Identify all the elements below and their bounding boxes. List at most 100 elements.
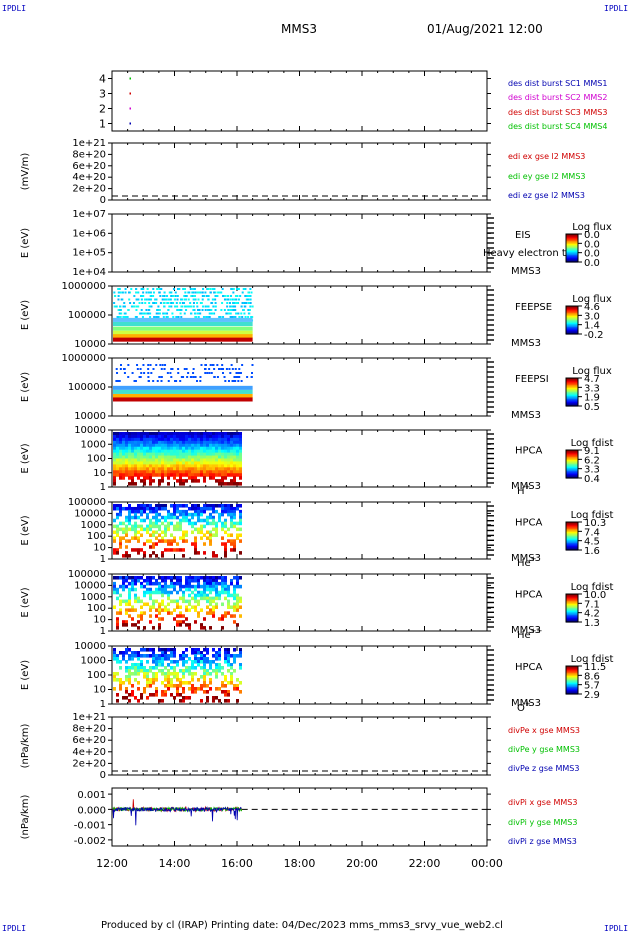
spectro-cell	[224, 482, 227, 486]
spectro-cell	[203, 551, 206, 555]
spectro-cell	[221, 521, 224, 526]
spectro-cell	[185, 434, 188, 439]
spectro-cell	[222, 368, 225, 370]
spectro-cell	[234, 305, 237, 308]
colorbar-cell	[566, 685, 578, 688]
spectro-cell	[119, 452, 122, 457]
spectro-cell	[140, 584, 143, 589]
spectro-cell	[194, 599, 197, 604]
spectro-cell	[215, 527, 218, 532]
spectro-cell	[209, 449, 212, 454]
spectro-cell	[227, 509, 230, 514]
spectro-cell	[184, 295, 187, 297]
spectro-cell	[119, 437, 122, 442]
colorbar-tick-label: 8.6	[584, 671, 600, 682]
spectro-cell	[185, 473, 188, 477]
spectro-cell	[239, 521, 242, 526]
spectro-cell	[149, 654, 152, 658]
spectro-cell	[173, 432, 176, 436]
spectro-cell	[125, 669, 128, 673]
spectro-cell	[212, 476, 215, 480]
spectro-cell	[194, 461, 197, 465]
spectro-cell	[194, 316, 197, 318]
colorbar-cell	[566, 545, 578, 548]
spectro-cell	[212, 443, 215, 448]
spectro-cell	[197, 657, 200, 661]
spectro-cell	[232, 288, 235, 290]
spectro-cell	[143, 437, 146, 442]
spectro-cell	[146, 678, 149, 682]
spectro-cell	[197, 551, 200, 555]
spectro-cell	[158, 660, 161, 664]
spectro-cell	[140, 440, 143, 445]
spectro-cell	[147, 312, 150, 315]
spectro-cell	[197, 504, 200, 508]
spectro-cell	[233, 509, 236, 514]
spectro-cell	[239, 476, 242, 480]
spectro-cell	[197, 434, 200, 439]
spectro-cell	[185, 530, 188, 535]
spectro-cell	[191, 479, 194, 483]
spectro-cell	[134, 666, 137, 670]
spectro-cell	[125, 458, 128, 463]
spectro-cell	[161, 554, 164, 558]
spectro-cell	[218, 473, 221, 477]
spectro-cell	[173, 587, 176, 592]
spectro-cell	[125, 452, 128, 457]
spectro-cell	[148, 302, 151, 304]
spectro-cell	[143, 479, 146, 483]
spectro-cell	[218, 666, 221, 670]
spectro-cell	[135, 305, 138, 308]
spectro-cell	[152, 602, 155, 607]
spectro-cell	[182, 657, 185, 661]
corner-label-top-right: IPDLI	[604, 4, 629, 13]
spectro-cell	[178, 288, 181, 290]
spectro-cell	[149, 593, 152, 598]
spectro-cell	[164, 506, 167, 511]
spectro-cell	[161, 690, 164, 694]
spectro-cell	[140, 506, 143, 511]
spectro-cell	[209, 581, 212, 586]
spectro-cell	[209, 530, 212, 535]
spectro-cell	[212, 551, 215, 555]
spectro-cell	[191, 515, 194, 520]
spectro-cell	[167, 669, 170, 673]
spectro-cell	[122, 578, 125, 583]
spectro-cell	[179, 524, 182, 529]
colorbar-tick-label: 0.0	[584, 258, 600, 269]
spectro-cell	[215, 669, 218, 673]
spectro-cell	[236, 440, 239, 445]
colorbar-tick-label: 1.4	[584, 321, 600, 332]
spectro-cell	[206, 669, 209, 673]
spectro-cell	[204, 372, 207, 374]
colorbar-cell	[566, 235, 578, 238]
spectro-cell	[197, 509, 200, 514]
spectro-cell	[125, 518, 128, 523]
spectro-cell	[204, 309, 207, 311]
spectro-cell	[176, 458, 179, 463]
spectro-cell	[158, 533, 161, 537]
spectro-cell	[155, 515, 158, 520]
spectro-cell	[119, 446, 122, 451]
spectro-cell	[221, 536, 224, 540]
spectro-cell	[226, 305, 229, 308]
spectro-cell	[179, 449, 182, 454]
spectro-cell	[161, 536, 164, 540]
colorbar-frame	[565, 377, 579, 407]
spectro-cell	[185, 581, 188, 586]
spectro-cell	[209, 446, 212, 451]
spectro-cell	[131, 372, 134, 374]
spectro-cell	[113, 687, 116, 691]
spectro-cell	[200, 651, 203, 655]
spectro-cell	[196, 302, 199, 304]
spectro-cell	[182, 512, 185, 517]
spectro-cell	[134, 663, 137, 667]
spectro-cell	[191, 530, 194, 535]
colorbar-tick-label: 9.1	[584, 446, 600, 457]
spectro-cell	[149, 437, 152, 442]
spectro-cell	[215, 602, 218, 607]
spectro-cell	[173, 298, 176, 301]
spectro-cell	[176, 605, 179, 609]
spectro-cell	[215, 590, 218, 595]
spectro-cell	[164, 364, 167, 366]
